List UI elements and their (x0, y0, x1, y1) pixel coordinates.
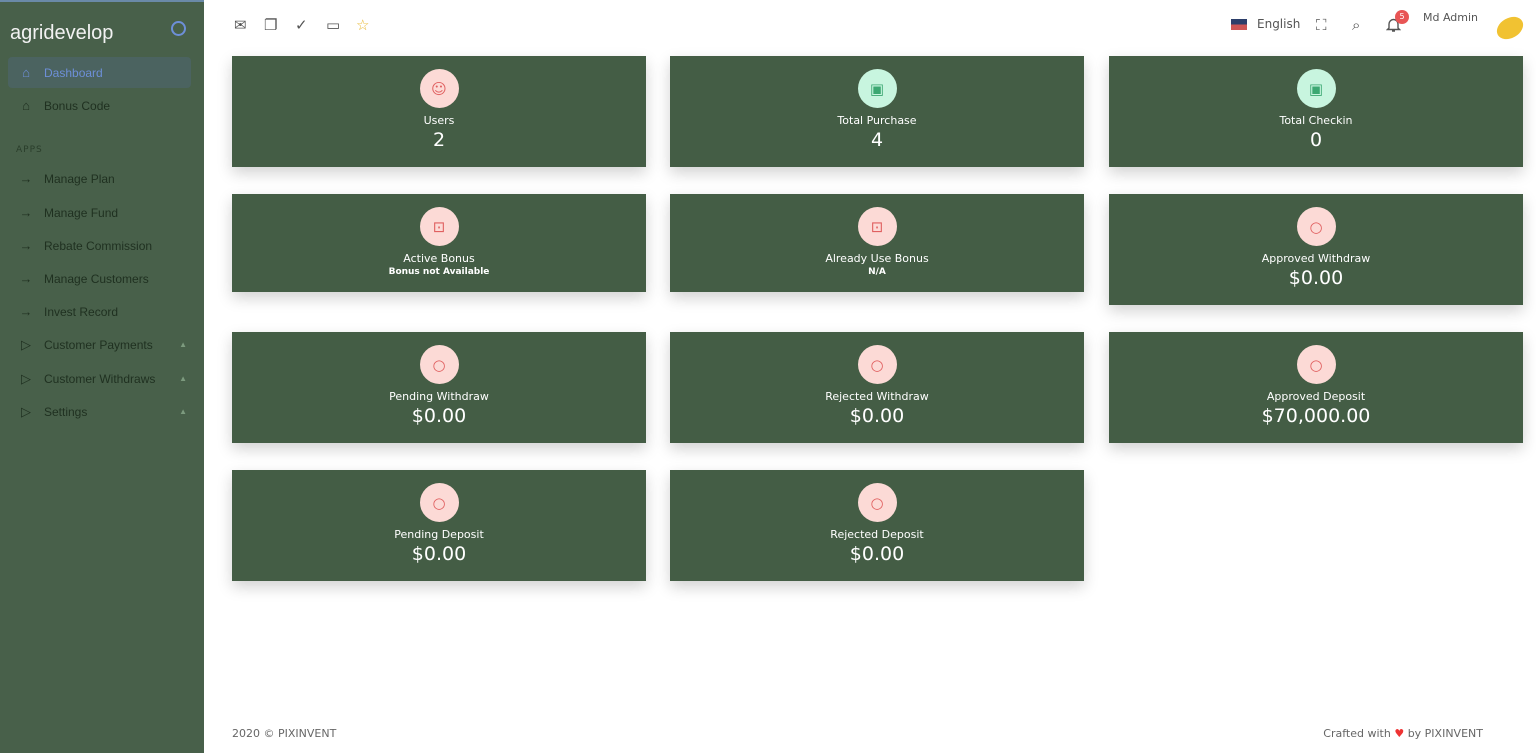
stat-card: ○ Rejected Deposit $0.00 (670, 470, 1084, 581)
home-icon: ⌂ (22, 98, 30, 113)
section-apps: APPS (16, 145, 43, 155)
card-value: N/A (868, 267, 886, 277)
user-icon: ☺ (419, 69, 459, 108)
heart-icon: ♥ (1394, 727, 1405, 740)
star-icon[interactable]: ☆ (356, 16, 370, 34)
nav-label: Manage Plan (44, 171, 115, 186)
play-icon: ▷ (21, 336, 31, 352)
circle-icon: ○ (1296, 345, 1336, 384)
card-label: Active Bonus (403, 252, 475, 265)
nav-label: Rebate Commission (44, 238, 153, 253)
card-value: 2 (432, 129, 446, 151)
circle-icon: ○ (1296, 207, 1336, 246)
arrow-right-icon: → (19, 238, 33, 253)
nav-label: Invest Record (44, 304, 119, 319)
stat-card: ▣ Total Purchase 4 (670, 56, 1084, 167)
card-value: $0.00 (849, 543, 905, 565)
sidebar-item-settings[interactable]: ▷ Settings ▲ (8, 396, 191, 427)
nav-label: Bonus Code (44, 98, 111, 113)
language-selector[interactable]: English (1257, 17, 1301, 31)
stat-card: ▣ Total Checkin 0 (1109, 56, 1523, 167)
card-label: Rejected Withdraw (825, 390, 929, 403)
card-label: Already Use Bonus (825, 252, 929, 265)
circle-icon: ○ (419, 483, 459, 522)
sidebar-item-invest-record[interactable]: → Invest Record (8, 296, 191, 327)
card-value: Bonus not Available (388, 267, 490, 277)
card-label: Pending Withdraw (389, 390, 489, 403)
card-value: $70,000.00 (1261, 405, 1371, 427)
sidebar-item-manage-customers[interactable]: → Manage Customers (8, 263, 191, 294)
sidebar-item-dashboard[interactable]: ⌂ Dashboard (8, 57, 191, 88)
card-label: Total Purchase (837, 114, 917, 127)
sidebar-item-customer-withdraws[interactable]: ▷ Customer Withdraws ▲ (8, 363, 191, 394)
card-value: 0 (1309, 129, 1323, 151)
check-circle-icon[interactable]: ✓ (295, 16, 308, 34)
card-label: Pending Deposit (394, 528, 484, 541)
avatar[interactable] (1492, 12, 1528, 44)
bag-icon: ⊡ (857, 207, 897, 246)
arrow-right-icon: → (19, 205, 33, 220)
card-value: $0.00 (1288, 267, 1344, 289)
card-value: $0.00 (411, 543, 467, 565)
arrow-right-icon: → (19, 271, 33, 286)
card-value: $0.00 (411, 405, 467, 427)
card-label: Total Checkin (1279, 114, 1353, 127)
sidebar-item-bonus-code[interactable]: ⌂ Bonus Code (8, 90, 191, 121)
sidebar-item-customer-payments[interactable]: ▷ Customer Payments ▲ (8, 329, 191, 360)
card-label: Approved Deposit (1266, 390, 1366, 403)
card-label: Approved Withdraw (1261, 252, 1371, 265)
card-value: 4 (870, 129, 884, 151)
briefcase-icon: ▣ (1296, 69, 1336, 108)
arrow-right-icon: → (19, 171, 33, 186)
play-icon: ▷ (21, 370, 31, 386)
chevron-up-icon: ▲ (179, 407, 187, 416)
nav-label: Dashboard (44, 65, 103, 80)
fullscreen-icon[interactable]: ⛶ (1316, 16, 1327, 34)
sidebar: agridevelop ⌂ Dashboard ⌂ Bonus Code APPS … (0, 0, 204, 753)
stat-card: ○ Approved Deposit $70,000.00 (1109, 332, 1523, 443)
sidebar-item-rebate-commission[interactable]: → Rebate Commission (8, 230, 191, 261)
footer-credit: Crafted with ♥ by PIXINVENT (1323, 727, 1483, 740)
search-icon[interactable]: ⌕ (1352, 16, 1361, 34)
sidebar-item-manage-fund[interactable]: → Manage Fund (8, 197, 191, 228)
nav-label: Manage Customers (44, 271, 149, 286)
stat-card: ○ Pending Deposit $0.00 (232, 470, 646, 581)
stat-card: ⊡ Active Bonus Bonus not Available (232, 194, 646, 292)
stat-card: ⊡ Already Use Bonus N/A (670, 194, 1084, 292)
footer-credit-prefix: Crafted with (1323, 727, 1391, 740)
chevron-up-icon: ▲ (179, 374, 187, 383)
user-name[interactable]: Md Admin (1423, 11, 1479, 24)
circle-icon: ○ (857, 345, 897, 384)
stat-card: ○ Rejected Withdraw $0.00 (670, 332, 1084, 443)
nav-label: Customer Withdraws (44, 371, 156, 386)
circle-icon: ○ (419, 345, 459, 384)
play-icon: ▷ (21, 403, 31, 419)
notification-badge: 5 (1395, 10, 1409, 24)
bag-icon: ⊡ (419, 207, 459, 246)
card-value: $0.00 (849, 405, 905, 427)
sidebar-item-manage-plan[interactable]: → Manage Plan (8, 163, 191, 194)
nav-label: Customer Payments (44, 337, 153, 352)
briefcase-icon: ▣ (857, 69, 897, 108)
nav-label: Manage Fund (44, 205, 119, 220)
nav-label: Settings (44, 404, 88, 419)
circle-icon: ○ (857, 483, 897, 522)
card-label: Users (423, 114, 455, 127)
chat-icon[interactable]: ❐ (264, 16, 278, 34)
topbar: ✉ ❐ ✓ ▭ ☆ English ⛶ ⌕ 5 Md Admin (204, 0, 1536, 52)
card-label: Rejected Deposit (830, 528, 924, 541)
brand-logo[interactable]: agridevelop (10, 22, 114, 44)
stat-card: ☺ Users 2 (232, 56, 646, 167)
arrow-right-icon: → (19, 304, 33, 319)
stat-card: ○ Pending Withdraw $0.00 (232, 332, 646, 443)
footer-copyright: 2020 © PIXINVENT (232, 727, 337, 740)
chevron-up-icon: ▲ (179, 340, 187, 349)
mail-icon[interactable]: ✉ (234, 16, 247, 34)
footer-credit-suffix: by PIXINVENT (1407, 727, 1483, 740)
calendar-icon[interactable]: ▭ (326, 16, 341, 34)
sidebar-toggle-icon[interactable] (171, 21, 186, 36)
stat-card: ○ Approved Withdraw $0.00 (1109, 194, 1523, 305)
home-icon: ⌂ (22, 65, 30, 80)
us-flag-icon (1231, 19, 1247, 30)
